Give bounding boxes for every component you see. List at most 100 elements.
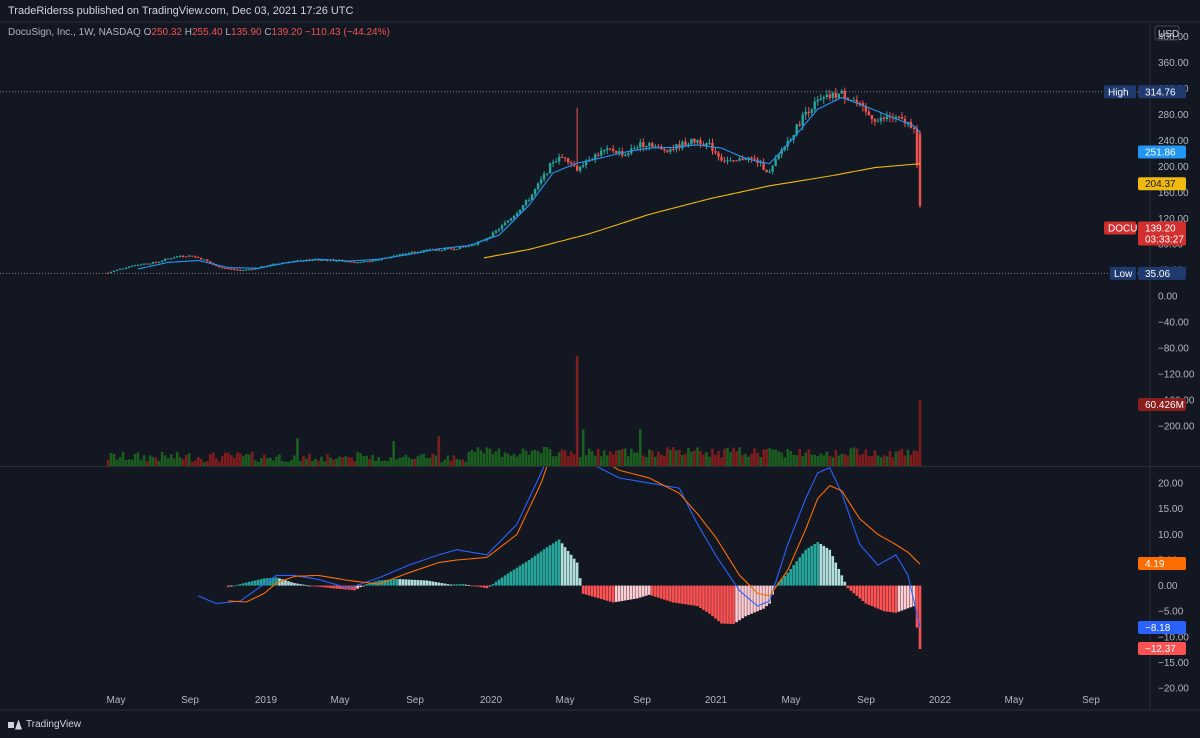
candle-body [597,154,600,156]
price-label-low-value: 35.06 [1145,269,1170,280]
candle-body [181,256,185,258]
volume-bar [449,460,453,466]
candle-body [515,213,519,216]
candle-body [690,138,693,145]
candle-body [575,165,579,171]
volume-bar [251,451,254,466]
candle-body [172,257,176,259]
volume-bar [870,455,874,466]
candle-body [365,261,368,263]
candle-body [633,148,636,150]
candle-body [560,156,564,158]
candle-body [512,215,516,219]
candle-body [491,232,495,238]
high-value: 255.40 [192,27,223,38]
candle-body [804,111,807,115]
candle-body [127,266,131,268]
volume-bar [205,461,209,466]
price-tag-high [1104,85,1136,99]
histogram-bar [888,585,892,612]
candle-body [148,263,152,265]
volume-bar [605,455,609,466]
histogram-bar [563,547,567,586]
volume-bar [341,457,344,466]
volume-bar [305,458,308,466]
volume-bar [906,449,910,466]
volume-bar [392,441,396,466]
currency-badge [1154,25,1180,41]
candle-body [759,162,762,164]
candle-body [233,269,236,271]
histogram-bar [798,557,802,586]
candle-body [696,140,699,143]
candle-body [551,162,555,164]
candle-body [771,165,774,172]
signal-line [228,467,921,603]
candle-body [184,256,188,258]
histogram-bar [446,584,450,586]
macd-histogram [226,539,922,649]
histogram-bar [440,583,444,586]
volume-bar [422,453,426,466]
candle-body [163,258,167,261]
histogram-bar [744,585,747,617]
candle-body [861,102,865,107]
volume-bar [693,450,696,466]
histogram-bar [365,584,368,586]
candle-body [350,261,353,263]
time-tick-label: Sep [633,695,651,706]
histogram-bar [488,585,492,587]
histogram-bar [801,553,805,586]
histogram-bar [248,581,251,586]
histogram-bar [816,542,820,586]
candle-body [768,171,771,173]
histogram-bar [497,579,501,586]
volume-bar [918,399,922,466]
candle-body [488,237,492,239]
volume-bar [669,449,672,466]
histogram-bar [275,577,278,586]
volume-bar [777,451,780,466]
candle-body [503,222,507,226]
volume-bar [326,454,329,466]
candle-body [215,264,218,267]
volume-bar [714,454,717,466]
histogram-bar [825,547,829,586]
histogram-bar [693,585,696,606]
candle-body [320,259,323,261]
candle-body [142,263,146,265]
volume-bar [828,455,832,466]
time-tick-label: Sep [857,695,875,706]
histogram-bar [284,580,287,586]
histogram-bar [849,585,853,591]
volume-bar [344,456,347,466]
price-tick-label: 200.00 [1158,162,1189,173]
volume-bar [675,450,678,466]
histogram-bar [867,585,871,605]
candle-body [720,156,723,161]
candle-body [882,117,886,120]
candle-body [548,163,552,174]
candle-body [903,118,907,124]
histogram-bar [239,584,242,586]
histogram-bar [792,565,795,586]
histogram-bar [663,585,666,600]
volume-bar [554,456,558,466]
volume-bar [521,448,525,466]
histogram-bar [299,584,302,586]
histogram-bar [566,551,570,586]
candle-body [209,261,212,264]
histogram-bar [596,585,600,599]
volume-bar [681,454,684,466]
volume-bar [846,455,850,466]
candle-body [885,116,889,120]
candle-body [618,151,621,154]
candle-body [218,266,221,268]
price-tag-low-text: Low [1114,269,1133,280]
candle-body [600,150,603,156]
candle-body [912,127,916,129]
histogram-bar [891,585,895,613]
volume-bar [717,450,720,466]
histogram-bar [491,583,495,586]
